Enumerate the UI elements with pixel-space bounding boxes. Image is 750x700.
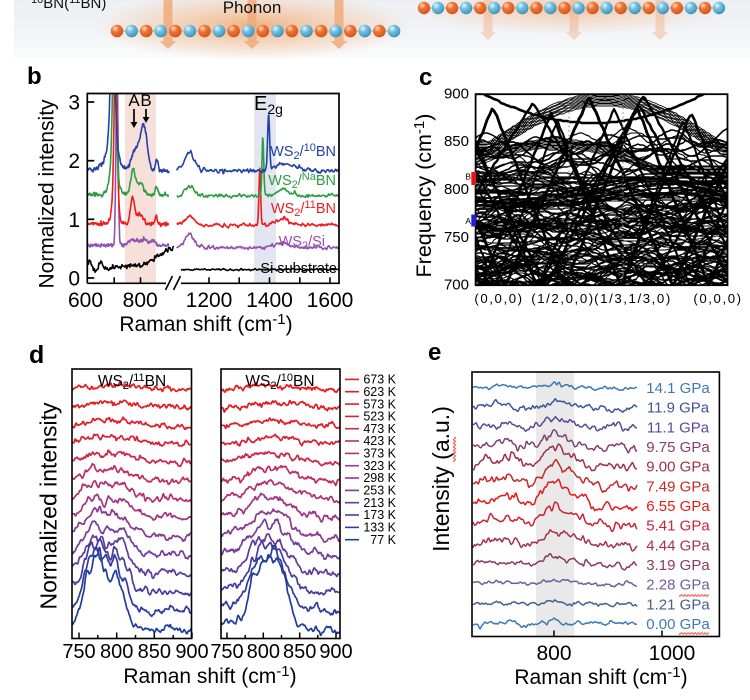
svg-text:850: 850 (444, 133, 469, 150)
svg-text:323 K: 323 K (363, 459, 396, 473)
svg-text:900: 900 (444, 86, 469, 103)
svg-text:10BN(11BN): 10BN(11BN) (31, 0, 106, 12)
svg-text:173 K: 173 K (363, 508, 396, 522)
svg-text:1: 1 (68, 209, 80, 232)
svg-text:(0,0,0): (0,0,0) (693, 291, 742, 306)
svg-text:Phonon: Phonon (223, 0, 282, 17)
svg-text:750: 750 (210, 641, 243, 663)
svg-text:77 K: 77 K (370, 533, 396, 547)
svg-text:800: 800 (536, 642, 571, 665)
svg-text:Raman shift (cm-1): Raman shift (cm-1) (119, 311, 292, 336)
svg-text:850: 850 (283, 641, 316, 663)
svg-text:1400: 1400 (246, 289, 293, 312)
svg-text:800: 800 (123, 289, 158, 312)
svg-text:473 K: 473 K (363, 422, 396, 436)
svg-text:B: B (140, 91, 151, 110)
svg-text:A: A (465, 216, 471, 226)
svg-text:0.00 GPa: 0.00 GPa (646, 616, 710, 633)
svg-text:WS2/11BN: WS2/11BN (271, 199, 336, 219)
svg-text:0: 0 (68, 268, 80, 291)
svg-text:133 K: 133 K (363, 521, 396, 535)
svg-text:WS2/10BN: WS2/10BN (245, 372, 314, 392)
svg-text:A: A (128, 91, 140, 110)
svg-text:800: 800 (444, 181, 469, 198)
svg-text:523 K: 523 K (363, 410, 396, 424)
svg-text:Raman shift (cm-1): Raman shift (cm-1) (514, 664, 687, 689)
svg-text:2: 2 (68, 150, 80, 173)
svg-text:623 K: 623 K (363, 385, 396, 399)
svg-text:1000: 1000 (649, 642, 696, 665)
svg-text:2.28 GPa: 2.28 GPa (646, 577, 710, 594)
svg-text:c: c (419, 64, 432, 91)
svg-text:750: 750 (444, 229, 469, 246)
svg-text:3.19 GPa: 3.19 GPa (646, 557, 710, 574)
svg-text:423 K: 423 K (363, 434, 396, 448)
svg-text:e: e (428, 339, 441, 366)
svg-text:Si substrate: Si substrate (260, 261, 337, 277)
svg-text:B: B (465, 172, 471, 182)
svg-text:Raman shift (cm-1): Raman shift (cm-1) (123, 663, 296, 688)
svg-text:9.75 GPa: 9.75 GPa (646, 439, 710, 456)
svg-text:Normalized intensity: Normalized intensity (36, 99, 59, 289)
svg-text:11.9 GPa: 11.9 GPa (647, 400, 710, 417)
svg-text:800: 800 (247, 641, 280, 663)
svg-text:Intensity (a.u.): Intensity (a.u.) (428, 406, 454, 552)
svg-text:WS2/NaBN: WS2/NaBN (268, 171, 336, 191)
svg-text:298 K: 298 K (363, 471, 396, 485)
svg-text:d: d (29, 341, 44, 369)
svg-text:373 K: 373 K (363, 447, 396, 461)
svg-text:4.44 GPa: 4.44 GPa (646, 537, 710, 554)
svg-text:573 K: 573 K (363, 397, 396, 411)
svg-text:3: 3 (68, 92, 80, 115)
svg-text:600: 600 (68, 289, 103, 312)
svg-text:850: 850 (138, 641, 171, 663)
svg-text:WS2/Si: WS2/Si (279, 234, 325, 252)
svg-text:Normalized intensity: Normalized intensity (36, 402, 62, 610)
svg-text:7.49 GPa: 7.49 GPa (646, 478, 710, 495)
svg-text:14.1 GPa: 14.1 GPa (646, 380, 710, 397)
svg-text:253 K: 253 K (363, 484, 396, 498)
svg-text:1600: 1600 (307, 289, 354, 312)
svg-text:(0,0,0): (0,0,0) (474, 291, 523, 306)
svg-text:673 K: 673 K (363, 373, 396, 387)
svg-text:900: 900 (175, 641, 208, 663)
svg-text:WS2/10BN: WS2/10BN (270, 142, 336, 162)
svg-text:900: 900 (319, 641, 352, 663)
svg-text:700: 700 (444, 277, 469, 294)
svg-text:Frequency (cm-1): Frequency (cm-1) (411, 114, 436, 278)
svg-text:b: b (27, 63, 42, 90)
svg-text:800: 800 (100, 641, 133, 663)
svg-text:6.55 GPa: 6.55 GPa (646, 498, 710, 515)
svg-text:750: 750 (62, 641, 95, 663)
svg-text:5.41 GPa: 5.41 GPa (646, 518, 710, 535)
svg-text:1200: 1200 (186, 289, 233, 312)
svg-text:1.21 GPa: 1.21 GPa (646, 596, 710, 613)
svg-text:(1/3,1/3,0): (1/3,1/3,0) (594, 291, 672, 306)
svg-text:213 K: 213 K (363, 496, 396, 510)
svg-text:9.00 GPa: 9.00 GPa (646, 459, 710, 476)
svg-text:(1/2,0,0): (1/2,0,0) (531, 291, 595, 306)
svg-text:11.1 GPa: 11.1 GPa (647, 419, 710, 436)
svg-text:WS2/11BN: WS2/11BN (98, 372, 166, 392)
